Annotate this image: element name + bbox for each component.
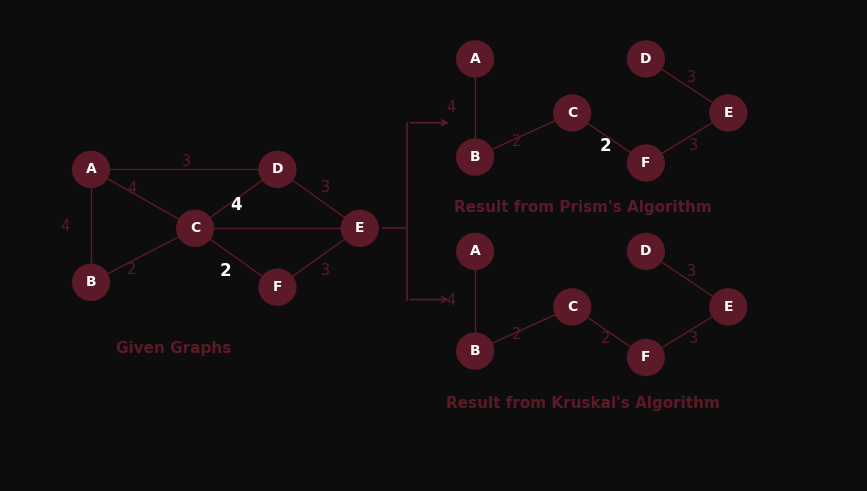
Text: 3: 3 [688, 264, 696, 278]
Text: 4: 4 [127, 181, 136, 195]
Text: 4: 4 [61, 219, 69, 234]
Text: E: E [724, 106, 733, 120]
Text: C: C [567, 300, 577, 314]
Text: F: F [642, 156, 650, 170]
Text: D: D [640, 245, 652, 258]
Ellipse shape [627, 144, 665, 182]
Ellipse shape [456, 233, 494, 270]
Ellipse shape [709, 94, 747, 132]
Ellipse shape [553, 288, 591, 326]
Text: F: F [273, 280, 282, 294]
Text: B: B [470, 344, 480, 358]
Text: 3: 3 [689, 138, 698, 153]
Text: 4: 4 [447, 293, 455, 308]
Text: A: A [470, 245, 480, 258]
Ellipse shape [456, 332, 494, 370]
Text: E: E [355, 221, 364, 235]
Text: 4: 4 [447, 100, 455, 114]
Text: 2: 2 [219, 262, 231, 280]
Text: 2: 2 [512, 134, 521, 149]
Text: 3: 3 [321, 263, 329, 277]
Text: F: F [642, 351, 650, 364]
Text: C: C [567, 106, 577, 120]
Text: 3: 3 [321, 180, 329, 195]
Text: B: B [86, 275, 96, 289]
Text: 3: 3 [688, 70, 696, 84]
Text: 2: 2 [127, 262, 136, 276]
Text: Result from Prism's Algorithm: Result from Prism's Algorithm [453, 200, 712, 215]
Ellipse shape [627, 40, 665, 78]
Ellipse shape [627, 339, 665, 376]
Ellipse shape [456, 138, 494, 176]
Ellipse shape [627, 233, 665, 270]
Text: E: E [724, 300, 733, 314]
Text: C: C [190, 221, 200, 235]
Text: 2: 2 [601, 331, 610, 346]
Ellipse shape [341, 210, 379, 247]
Text: B: B [470, 150, 480, 164]
Text: 3: 3 [182, 154, 191, 168]
Text: D: D [640, 52, 652, 66]
Text: 2: 2 [599, 137, 611, 155]
Text: Result from Kruskal's Algorithm: Result from Kruskal's Algorithm [446, 396, 720, 411]
Text: A: A [86, 163, 96, 176]
Ellipse shape [176, 210, 214, 247]
Text: Given Graphs: Given Graphs [116, 341, 231, 356]
Ellipse shape [72, 264, 110, 301]
Ellipse shape [709, 288, 747, 326]
Ellipse shape [553, 94, 591, 132]
Ellipse shape [72, 151, 110, 188]
Text: 2: 2 [512, 327, 521, 342]
Text: A: A [470, 52, 480, 66]
Text: D: D [271, 163, 284, 176]
Text: 4: 4 [230, 196, 242, 214]
Ellipse shape [258, 151, 297, 188]
Ellipse shape [258, 269, 297, 306]
Ellipse shape [456, 40, 494, 78]
Text: 3: 3 [689, 331, 698, 346]
